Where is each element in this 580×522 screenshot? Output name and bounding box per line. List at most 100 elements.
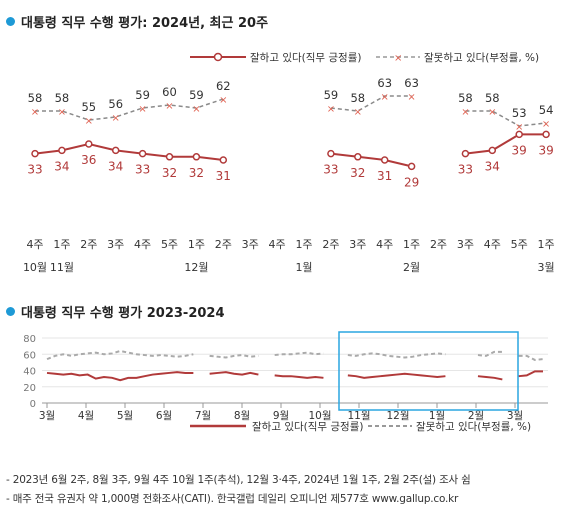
x-tick-label: 5월	[117, 410, 133, 422]
negative-data-label: 58	[350, 91, 365, 105]
negative-data-label: 59	[189, 88, 204, 102]
positive-line-segment	[465, 133, 547, 155]
positive-data-label: 34	[485, 159, 500, 173]
negative-line-segment	[209, 354, 259, 359]
positive-point	[31, 149, 39, 158]
negative-point: ×	[112, 113, 120, 124]
positive-point	[488, 146, 497, 155]
month-label: 10월	[23, 261, 47, 274]
positive-line-segment	[46, 371, 194, 382]
negative-data-label: 56	[108, 97, 123, 111]
negative-point: ×	[327, 104, 335, 115]
x-tick-label: 9월	[273, 410, 289, 422]
negative-line-segment	[347, 352, 446, 359]
positive-data-label: 33	[27, 163, 42, 177]
positive-data-label: 31	[216, 169, 231, 183]
chart1-svg: 잘하고 있다(직무 긍정률) × 잘못하고 있다(부정률, %) × 58 × 58 ×…	[23, 51, 555, 274]
negative-point: ×	[354, 107, 362, 118]
positive-line-segment	[518, 370, 543, 378]
chart2-title: 대통령 직무 수행 평가 2023-2024	[6, 302, 225, 321]
negative-data-label: 58	[28, 91, 43, 105]
x-tick-label: 6월	[156, 410, 172, 422]
positive-line-segment	[34, 142, 224, 161]
chart2-title-text: 대통령 직무 수행 평가 2023-2024	[21, 306, 225, 321]
x-tick-label: 2주	[80, 238, 97, 251]
y-tick-label: 60	[23, 350, 36, 361]
bullet-dot-icon	[6, 307, 15, 316]
x-tick-label: 3주	[457, 238, 474, 251]
negative-data-label: 59	[135, 88, 150, 102]
positive-line-segment	[477, 375, 503, 381]
negative-data-label: 63	[404, 76, 419, 90]
positive-data-label: 34	[54, 159, 69, 173]
positive-point	[354, 153, 362, 161]
x-tick-label: 4주	[484, 238, 501, 251]
x-tick-label: 10월	[308, 410, 331, 422]
positive-point	[58, 146, 66, 155]
month-label: 12월	[184, 261, 208, 274]
x-tick-label: 4주	[269, 238, 286, 251]
x-tick-label: 3주	[242, 238, 259, 251]
positive-data-label: 32	[162, 166, 177, 180]
x-tick-label: 5주	[511, 238, 528, 251]
legend-negative-label: 잘못하고 있다(부정률, %)	[424, 51, 539, 64]
x-tick-label: 1주	[538, 238, 555, 251]
positive-point	[165, 153, 174, 161]
month-label: 1월	[295, 261, 312, 274]
x-tick-label: 1주	[403, 238, 420, 251]
positive-point	[542, 130, 550, 139]
positive-data-label: 32	[189, 166, 204, 180]
x-tick-label: 5주	[161, 238, 178, 251]
negative-line-segment	[465, 110, 547, 127]
x-tick-label: 12월	[386, 410, 409, 422]
x-tick-label: 4주	[376, 238, 393, 251]
negative-point: ×	[542, 119, 550, 130]
legend2-positive-label: 잘하고 있다(직무 긍정률)	[252, 420, 363, 433]
x-tick-label: 1주	[188, 238, 205, 251]
x-tick-label: 1주	[53, 238, 70, 251]
x-tick-label: 11월	[347, 410, 370, 422]
x-tick-label: 4주	[26, 238, 43, 251]
negative-data-label: 58	[485, 91, 500, 105]
negative-line-segment	[46, 349, 194, 361]
positive-point	[380, 156, 389, 164]
negative-data-label: 60	[162, 85, 177, 99]
x-tick-label: 4월	[78, 410, 94, 422]
month-label: 11월	[50, 261, 74, 274]
positive-point	[111, 146, 120, 155]
negative-line-segment	[518, 354, 544, 361]
positive-data-label: 33	[135, 163, 150, 177]
positive-data-label: 31	[377, 169, 392, 183]
positive-point	[407, 162, 416, 171]
legend-negative-marker: ×	[394, 53, 402, 64]
positive-point	[85, 140, 93, 148]
footnote-1: - 2023년 6월 2주, 8월 3주, 9월 4주 10월 1주(추석), …	[6, 474, 471, 486]
negative-data-label: 55	[81, 100, 96, 114]
negative-point: ×	[515, 122, 523, 133]
negative-point: ×	[381, 92, 389, 103]
legend-positive-label: 잘하고 있다(직무 긍정률)	[250, 51, 361, 64]
x-tick-label: 3주	[107, 238, 124, 251]
x-tick-label: 1주	[295, 238, 312, 251]
negative-data-label: 58	[55, 91, 70, 105]
footnote-2: - 매주 전국 유권자 약 1,000명 전화조사(CATI). 한국갤럽 데일…	[6, 493, 459, 505]
footnotes: - 2023년 6월 2주, 8월 3주, 9월 4주 10월 1주(추석), …	[6, 471, 471, 509]
negative-point: ×	[488, 107, 496, 118]
legend-positive-marker	[213, 52, 223, 62]
x-tick-label: 3주	[349, 238, 366, 251]
negative-data-label: 53	[512, 106, 527, 120]
positive-data-label: 36	[81, 153, 96, 167]
y-tick-label: 0	[30, 399, 36, 410]
month-label: 3월	[538, 261, 555, 274]
x-tick-label: 2주	[430, 238, 447, 251]
negative-point: ×	[58, 107, 66, 118]
positive-line-segment	[209, 371, 259, 376]
positive-point	[219, 156, 228, 164]
x-tick-label: 2주	[215, 238, 232, 251]
y-tick-label: 20	[23, 383, 36, 394]
positive-point	[138, 149, 147, 158]
negative-data-label: 59	[324, 88, 339, 102]
chart1-title-text: 대통령 직무 수행 평가: 2024년, 최근 20주	[21, 16, 269, 31]
negative-point: ×	[85, 116, 93, 127]
negative-data-label: 62	[216, 79, 231, 93]
